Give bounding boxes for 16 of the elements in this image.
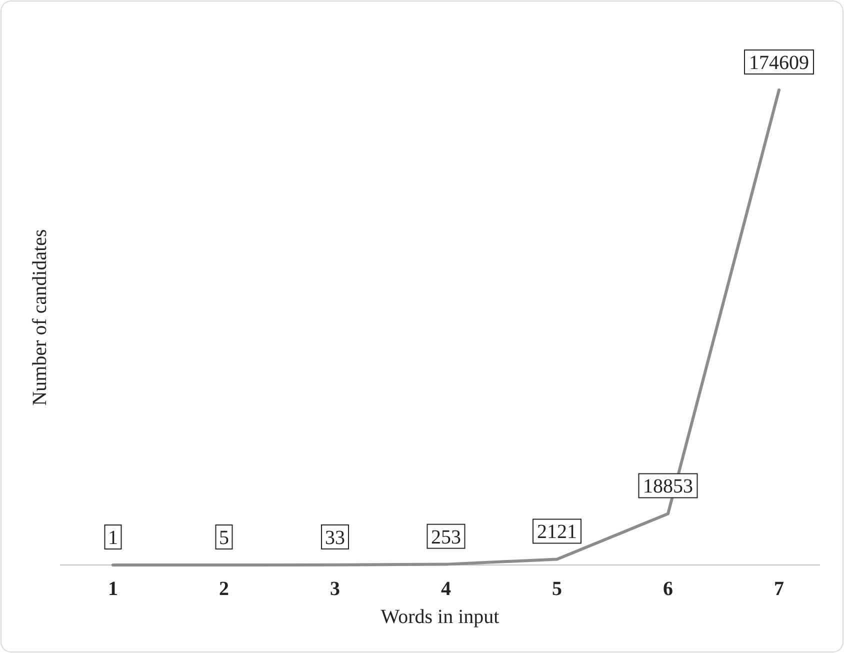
x-tick-label: 6 [663, 578, 673, 600]
x-tick-label: 2 [219, 578, 229, 600]
x-tick-label: 7 [774, 578, 784, 600]
data-label: 253 [431, 526, 461, 548]
data-label: 174609 [749, 52, 809, 74]
y-axis-title: Number of candidates [29, 228, 51, 406]
x-tick-label: 5 [552, 578, 562, 600]
x-tick-label: 3 [330, 578, 340, 600]
data-label: 33 [325, 526, 345, 549]
x-tick-label: 1 [108, 578, 118, 600]
data-label: 18853 [643, 476, 693, 498]
data-label: 1 [108, 526, 118, 549]
data-label: 5 [219, 526, 229, 549]
data-label: 2121 [537, 521, 577, 544]
x-tick-label: 4 [441, 578, 451, 600]
x-axis-title: Words in input [380, 606, 500, 628]
